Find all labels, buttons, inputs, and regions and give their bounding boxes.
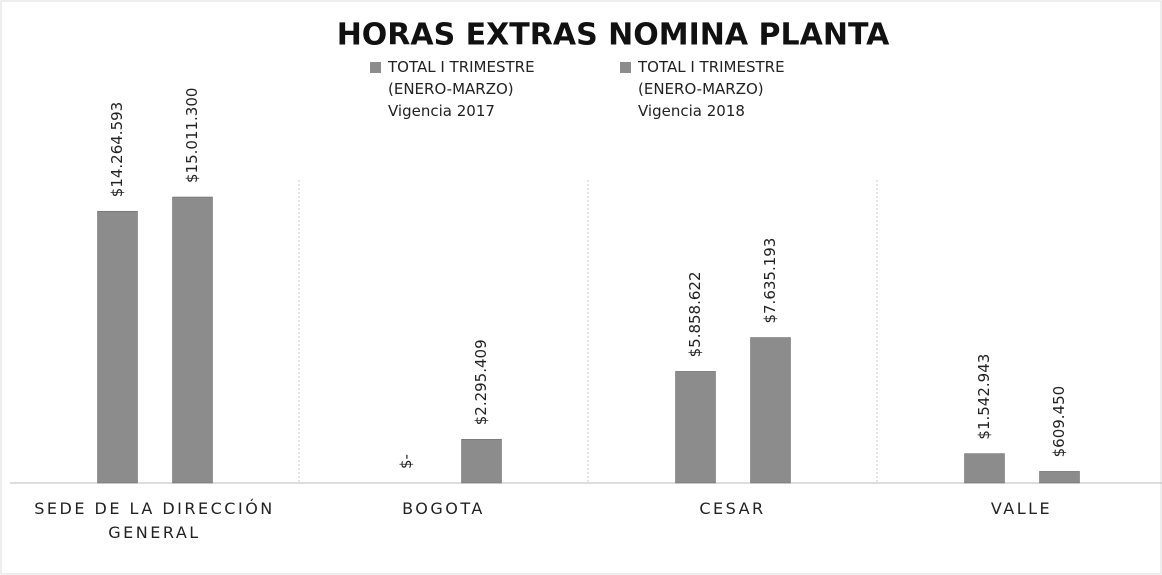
bar [750,337,791,484]
legend-swatch [620,62,631,73]
value-label: $7.635.193 [761,238,779,324]
x-tick-label: SEDE DE LA DIRECCIÓN GENERAL [34,499,275,542]
value-label: $15.011.300 [183,88,201,183]
value-label: $609.450 [1050,386,1068,458]
bar [461,439,502,484]
value-label: $5.858.622 [686,271,704,357]
bar [97,210,138,484]
legend-entry: TOTAL I TRIMESTRE (ENERO-MARZO) Vigencia… [370,56,538,122]
value-label: $2.295.409 [472,339,490,425]
legend-swatch [370,62,381,73]
chart-title: HORAS EXTRAS NOMINA PLANTA [337,18,890,53]
bar [1039,471,1080,484]
legend-label: TOTAL I TRIMESTRE (ENERO-MARZO) Vigencia… [638,58,785,120]
legend-label: TOTAL I TRIMESTRE (ENERO-MARZO) Vigencia… [388,58,535,120]
legend-entry: TOTAL I TRIMESTRE (ENERO-MARZO) Vigencia… [620,56,788,122]
bar [172,196,213,484]
value-label: $- [397,454,415,469]
bar [675,371,716,484]
x-tick-label: CESAR [699,499,766,518]
value-label: $1.542.943 [975,354,993,440]
bar [964,453,1005,484]
value-label: $14.264.593 [108,102,126,197]
x-tick-label: BOGOTA [402,499,485,518]
x-tick-label: VALLE [990,499,1053,518]
